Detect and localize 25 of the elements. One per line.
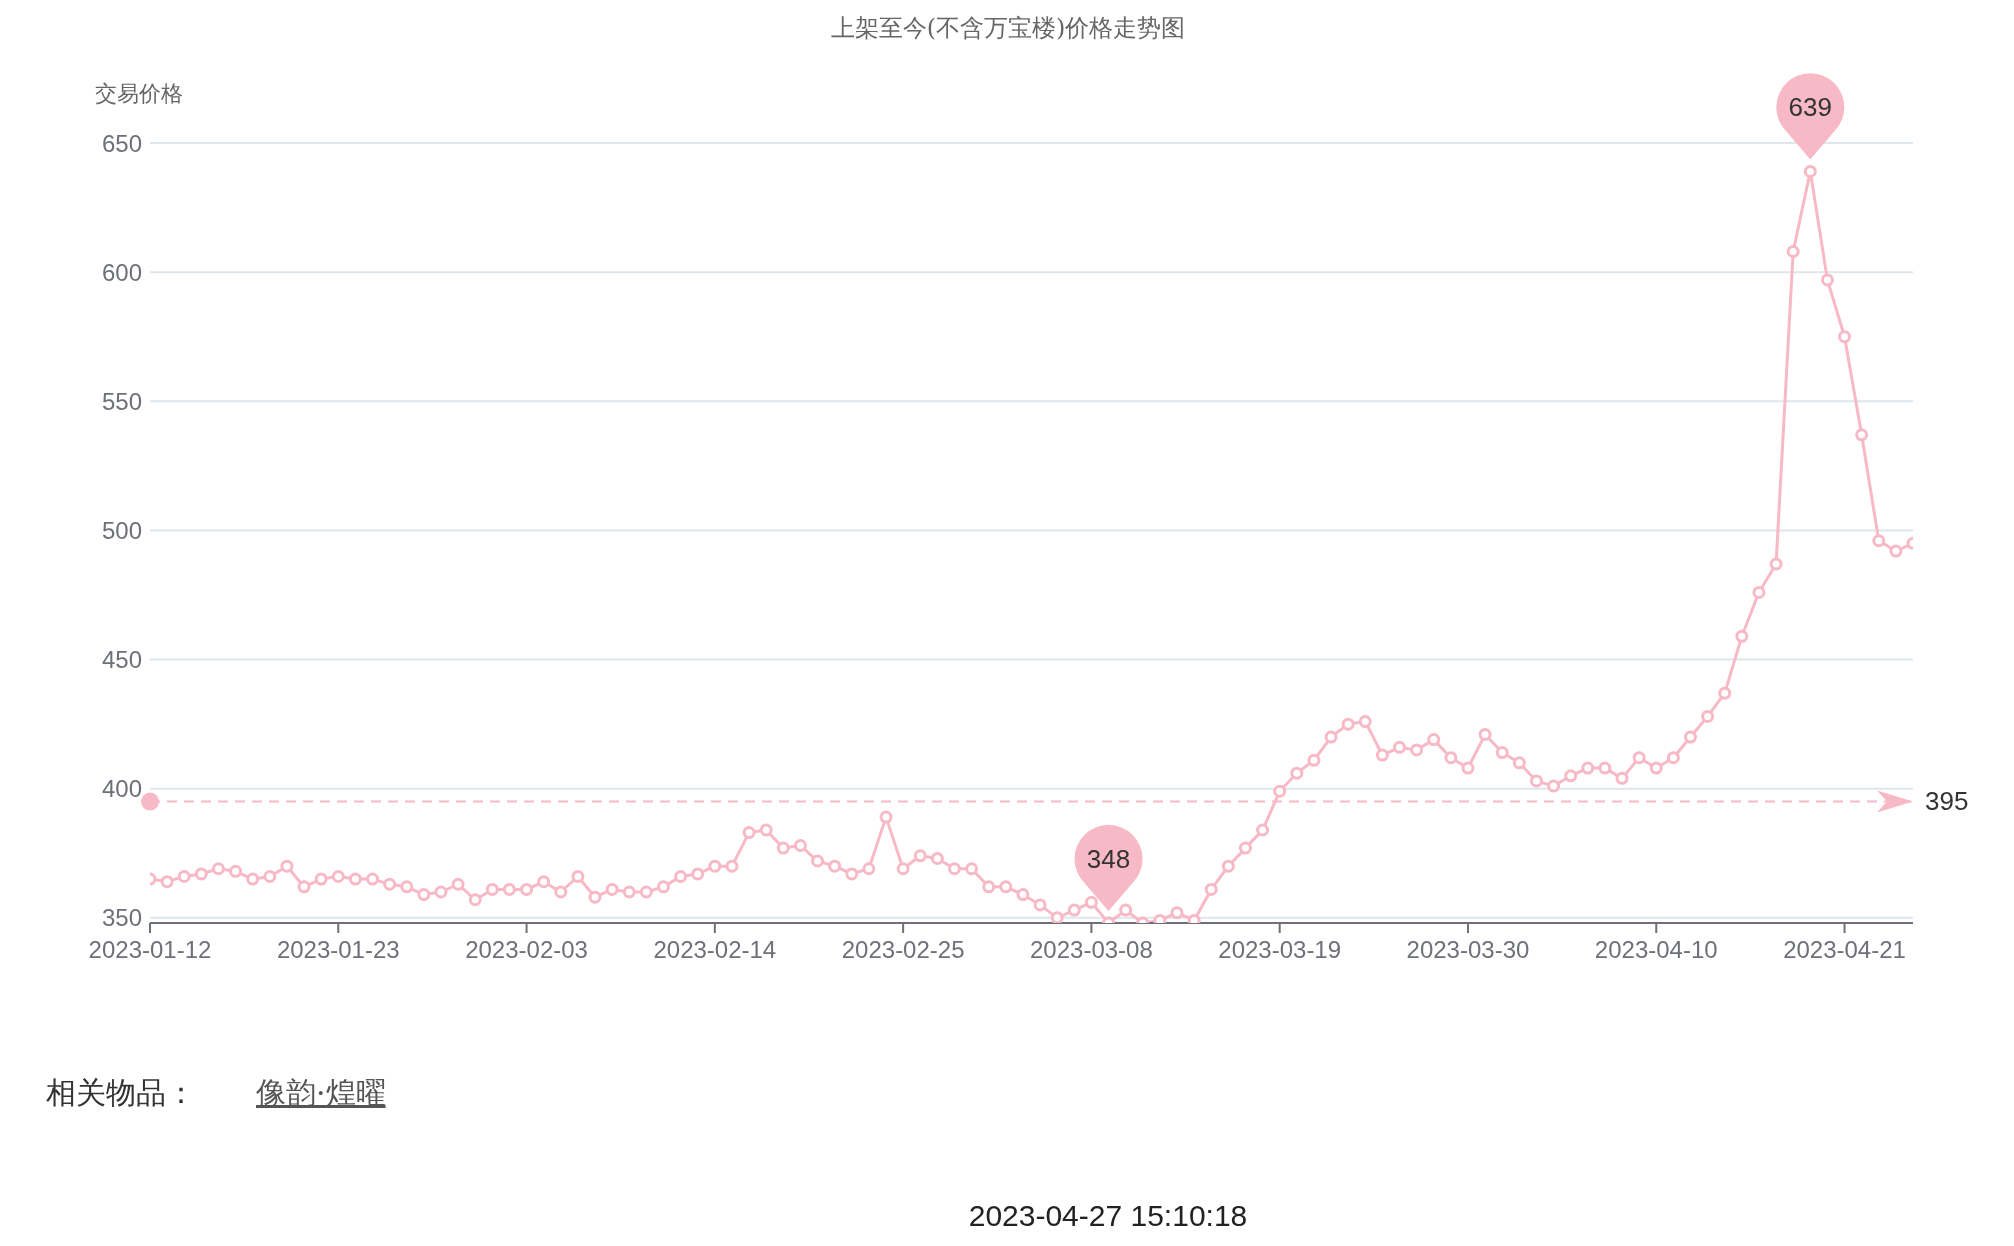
x-tick-label: 2023-01-23 <box>276 936 400 964</box>
ref-line-label: 395 <box>1925 785 1969 816</box>
y-tick-label: 600 <box>101 258 142 286</box>
y-tick-label: 350 <box>101 904 142 932</box>
x-tick-label: 2023-01-12 <box>88 936 212 964</box>
text: 相关物品： <box>46 1074 196 1112</box>
y-tick-label: 400 <box>101 775 142 803</box>
text: 像韵·煌曜 <box>256 1074 386 1112</box>
x-tick-label: 2023-04-10 <box>1594 936 1718 964</box>
chart-title: 上架至今(不含万宝楼)价格走势图 <box>829 13 1187 44</box>
x-tick-label: 2023-03-08 <box>1030 936 1153 964</box>
x-tick-label: 2023-04-21 <box>1783 936 1906 964</box>
y-tick-label: 500 <box>101 516 142 544</box>
y-tick-label: 450 <box>101 646 142 674</box>
annotation: 348 <box>1086 844 1131 874</box>
x-tick-label: 2023-02-14 <box>653 936 777 964</box>
annotation: 639 <box>1788 92 1832 123</box>
x-tick-label: 2023-02-25 <box>841 936 965 964</box>
y-axis-title: 交易价格 <box>95 81 183 106</box>
text: 2023-04-27 15:10:18 <box>968 1199 1248 1232</box>
x-tick-label: 2023-02-03 <box>465 936 588 964</box>
y-tick-label: 650 <box>101 129 142 157</box>
x-tick-label: 2023-03-19 <box>1218 936 1342 964</box>
x-tick-label: 2023-03-30 <box>1406 936 1530 964</box>
y-tick-label: 550 <box>101 387 142 415</box>
